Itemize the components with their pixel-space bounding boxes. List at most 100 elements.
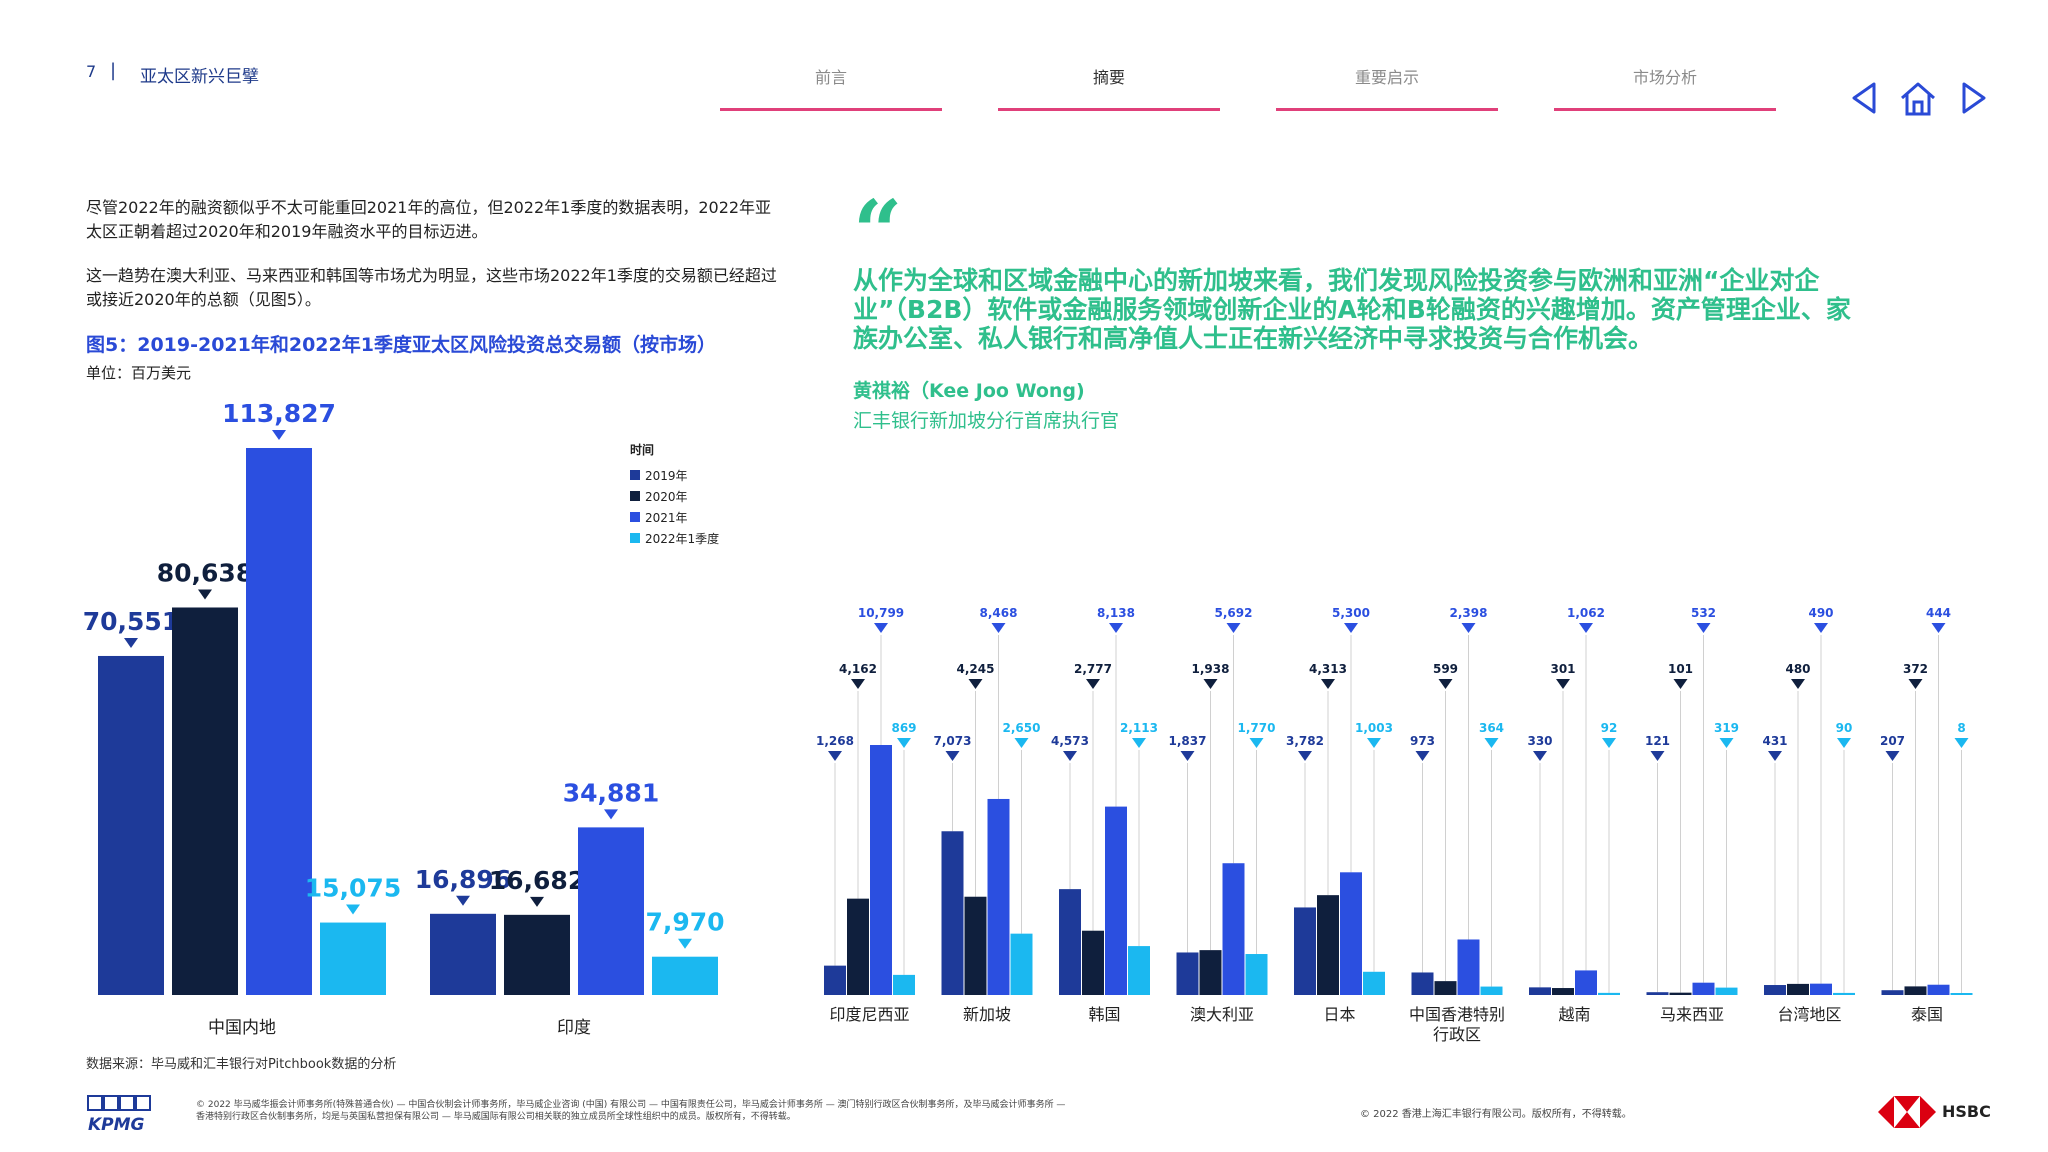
value-marker	[1837, 738, 1851, 748]
bar	[1059, 889, 1081, 995]
data-label: 2,113	[1120, 721, 1158, 735]
tab-summary[interactable]: 摘要	[1092, 68, 1125, 87]
value-marker	[1438, 679, 1453, 689]
data-label: 90	[1836, 721, 1853, 735]
bar	[1010, 933, 1033, 995]
value-marker	[1086, 679, 1100, 689]
value-marker	[874, 623, 888, 633]
value-marker	[1415, 751, 1430, 761]
bar	[578, 827, 644, 995]
data-label: 490	[1808, 606, 1833, 620]
data-label: 319	[1714, 721, 1739, 735]
value-marker	[1249, 738, 1264, 748]
data-label: 7,073	[934, 734, 972, 748]
value-marker	[346, 904, 360, 915]
value-marker	[1132, 738, 1146, 748]
bar	[1787, 983, 1809, 995]
data-label: 8	[1957, 721, 1965, 735]
bar	[1363, 971, 1385, 995]
data-label: 301	[1550, 662, 1575, 676]
prev-arrow-icon[interactable]	[1842, 76, 1886, 120]
legend-label: 2019年	[645, 469, 688, 483]
data-label: 8,468	[980, 606, 1018, 620]
category-label: 台湾地区	[1777, 1005, 1841, 1024]
chart-other-markets: 1,268 4,162 10,799 869 印度尼西亚 7,073 4,245 8,468 2…	[816, 606, 1973, 1044]
legend-swatch	[630, 512, 640, 522]
hsbc-logo-text: HSBC	[1942, 1102, 1991, 1121]
data-label: 1,938	[1192, 662, 1230, 676]
data-label: 330	[1527, 734, 1552, 748]
value-marker	[678, 938, 692, 949]
report-title[interactable]: 亚太区新兴巨擘	[140, 67, 259, 87]
next-arrow-icon[interactable]	[1952, 76, 1996, 120]
value-marker	[124, 637, 138, 648]
legend-label: 2021年	[645, 511, 688, 525]
bar	[1434, 981, 1457, 995]
data-label: 3,782	[1286, 734, 1324, 748]
page-number: 7	[86, 62, 97, 81]
tab-preface[interactable]: 前言	[814, 68, 847, 87]
bar	[1927, 984, 1950, 995]
tab-market-analysis[interactable]: 市场分析	[1632, 68, 1697, 87]
data-label: 92	[1601, 721, 1618, 735]
bar	[1715, 987, 1738, 995]
value-marker	[272, 430, 286, 440]
value-marker	[1931, 623, 1946, 633]
data-label: 15,075	[305, 874, 401, 903]
bar	[504, 914, 570, 995]
data-label: 121	[1645, 734, 1670, 748]
figure-title: 图5：2019-2021年和2022年1季度亚太区风险投资总交易额（按市场）	[86, 334, 716, 356]
value-marker	[1556, 679, 1570, 689]
bar	[1764, 985, 1786, 995]
bar	[1810, 983, 1832, 995]
value-marker	[1014, 738, 1029, 748]
bar	[824, 965, 846, 995]
bar	[1950, 993, 1973, 995]
data-label: 869	[891, 721, 916, 735]
value-marker	[1791, 679, 1805, 689]
legal-notice-kpmg: © 2022 毕马威华振会计师事务所(特殊普通合伙) — 中国合伙制会计师事务所…	[196, 1100, 1066, 1122]
data-label: 4,313	[1309, 662, 1347, 676]
data-label: 532	[1691, 606, 1716, 620]
bar	[1176, 952, 1199, 995]
category-label: 印度尼西亚	[829, 1005, 909, 1024]
data-label: 4,162	[839, 662, 877, 676]
bar	[1904, 986, 1927, 995]
bar	[941, 831, 964, 995]
quote-mark-icon: “	[853, 182, 903, 283]
header-separator: |	[110, 60, 117, 81]
category-label: 新加坡	[963, 1005, 1011, 1024]
data-label: 1,770	[1238, 721, 1276, 735]
bar	[1317, 895, 1339, 995]
data-label: 7,970	[645, 908, 724, 937]
tab-key-insights[interactable]: 重要启示	[1354, 68, 1419, 87]
value-marker	[1203, 679, 1218, 689]
data-label: 5,300	[1332, 606, 1370, 620]
data-label: 599	[1433, 662, 1458, 676]
value-marker	[1814, 623, 1828, 633]
data-label: 480	[1785, 662, 1810, 676]
bar	[964, 896, 987, 995]
bar	[847, 898, 869, 995]
value-marker	[968, 679, 983, 689]
kpmg-logo-text: KPMG	[88, 1115, 145, 1134]
legend-title: 时间	[630, 442, 654, 457]
bar	[1646, 992, 1669, 995]
home-icon[interactable]	[1896, 76, 1940, 120]
bar	[1105, 806, 1127, 995]
value-marker	[828, 751, 842, 761]
value-marker	[456, 895, 470, 906]
bar	[1082, 930, 1104, 995]
value-marker	[530, 896, 544, 907]
bar	[870, 745, 892, 995]
legend-swatch	[630, 470, 640, 480]
tab-underline	[998, 108, 1220, 111]
value-marker	[198, 589, 212, 600]
data-label: 1,062	[1567, 606, 1605, 620]
bar	[430, 913, 496, 995]
data-label: 8,138	[1097, 606, 1135, 620]
value-marker	[1344, 623, 1358, 633]
value-marker	[1650, 751, 1665, 761]
data-label: 5,692	[1215, 606, 1253, 620]
value-marker	[1602, 738, 1616, 748]
